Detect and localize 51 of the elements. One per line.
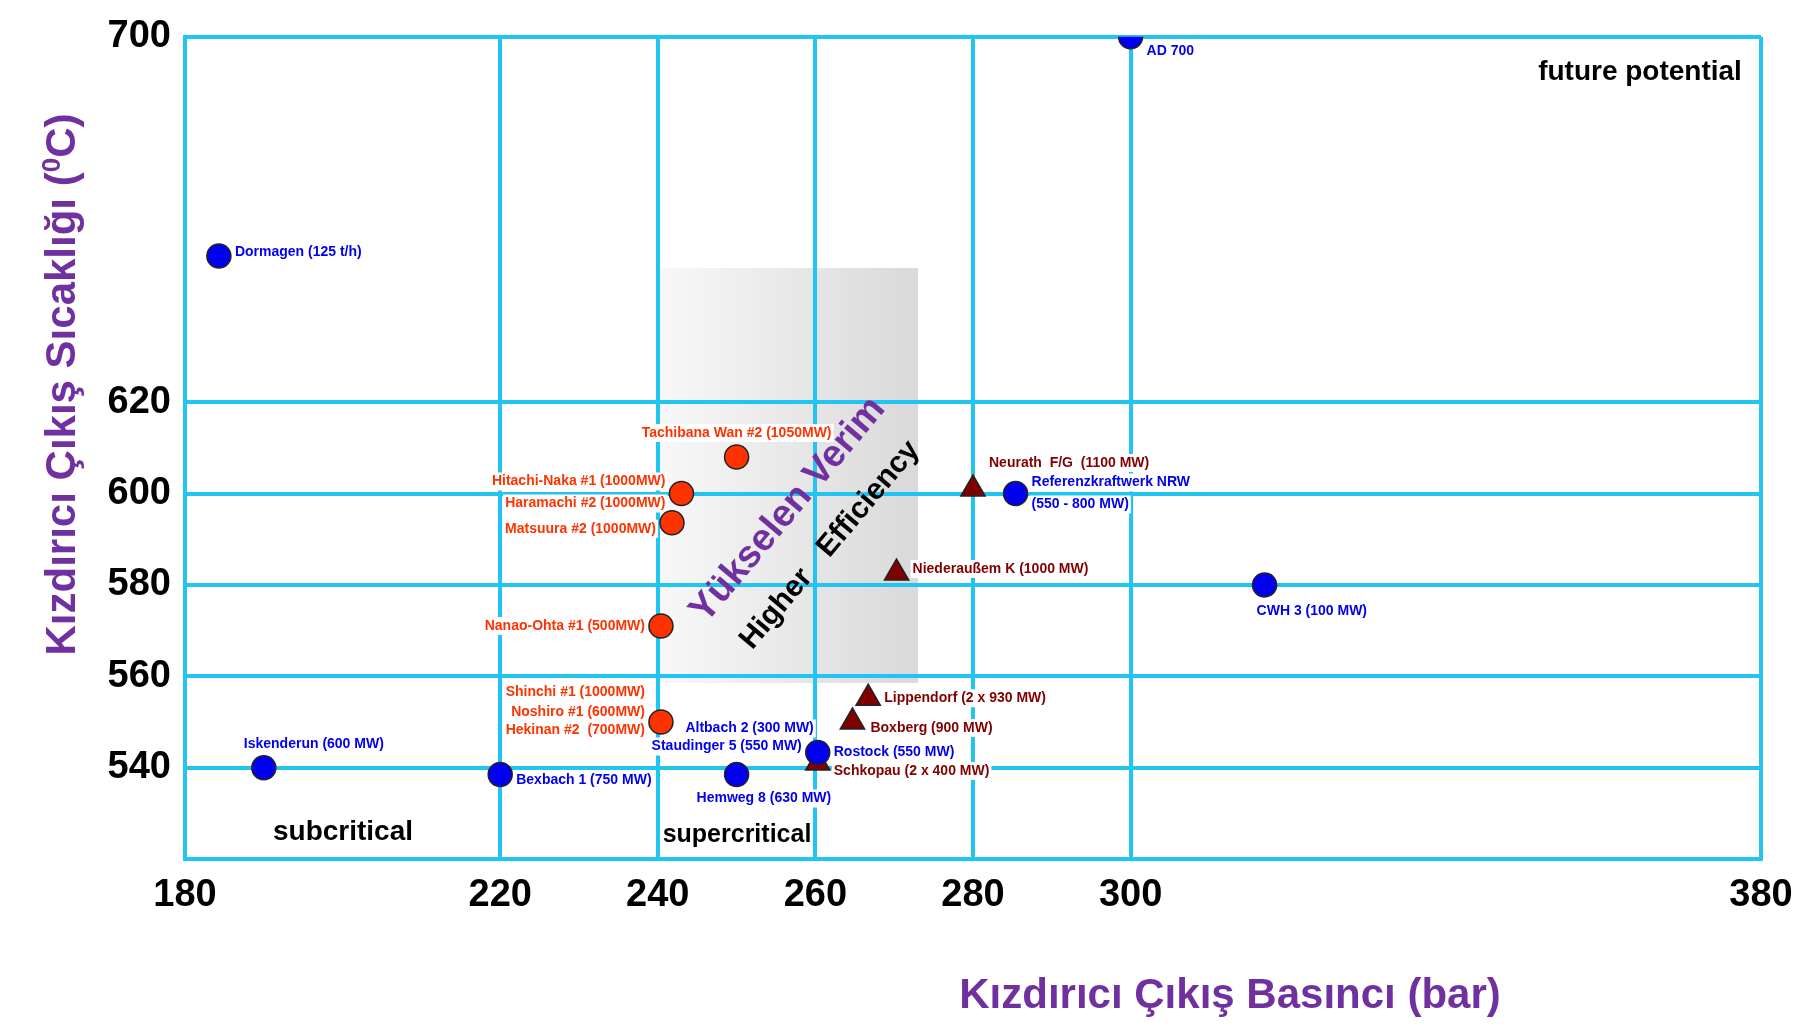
- annotation: Bexbach 1 (750 MW): [516, 771, 652, 788]
- annotation: Niederaußem K (1000 MW): [912, 559, 1089, 576]
- x-tick-label: 240: [626, 872, 690, 915]
- annotation: Nanao-Ohta #1 (500MW): [484, 616, 645, 633]
- y-tick-label: 560: [107, 652, 171, 695]
- annotation: Haramachi #2 (1000MW): [505, 494, 666, 511]
- annotation: Dormagen (125 t/h): [234, 242, 362, 259]
- annotation: subcritical: [272, 814, 414, 846]
- annotation: AD 700: [1146, 41, 1195, 58]
- x-axis-title: Kızdırıcı Çıkış Basıncı (bar): [958, 970, 1502, 1018]
- annotation: Hemweg 8 (630 MW): [696, 789, 832, 806]
- annotation: Rostock (550 MW): [833, 743, 955, 760]
- y-tick-label: 620: [107, 378, 171, 421]
- annotation: Staudinger 5 (550 MW): [651, 737, 802, 754]
- point: [1251, 572, 1278, 598]
- x-tick-label: 300: [1098, 872, 1163, 915]
- point: [805, 739, 831, 766]
- annotation: Neurath F/G (1100 MW): [989, 453, 1150, 470]
- x-tick-label: 220: [468, 872, 532, 915]
- annotation: (550 - 800 MW): [1031, 495, 1129, 512]
- annotation: future potential: [1538, 54, 1742, 86]
- annotation: Referenzkraftwerk NRW: [1031, 473, 1191, 490]
- annotation: Noshiro #1 (600MW): [511, 702, 645, 719]
- point: [723, 761, 750, 788]
- x-tick-label: 180: [153, 872, 217, 915]
- annotation: Lippendorf (2 x 930 MW): [884, 689, 1046, 706]
- x-tick-label: 260: [783, 872, 848, 915]
- annotation: Hekinan #2 (700MW): [505, 720, 645, 737]
- annotation: Iskenderun (600 MW): [243, 734, 384, 751]
- y-tick-label: 700: [107, 13, 171, 56]
- point: [206, 243, 232, 269]
- x-tick-label: 380: [1729, 872, 1793, 915]
- point: [1002, 480, 1029, 507]
- x-tick-label: 280: [941, 872, 1005, 915]
- point: [648, 709, 674, 735]
- annotation: Shinchi #1 (1000MW): [505, 682, 645, 699]
- annotation: Boxberg (900 MW): [870, 718, 993, 735]
- annotation: Matsuura #2 (1000MW): [505, 519, 656, 536]
- point: [659, 510, 685, 536]
- point: [487, 761, 513, 788]
- y-tick-label: 600: [107, 470, 171, 513]
- annotation: CWH 3 (100 MW): [1256, 601, 1368, 618]
- annotation: supercritical: [662, 818, 812, 847]
- annotation: Schkopau (2 x 400 MW): [833, 761, 990, 778]
- point: [251, 754, 277, 781]
- annotation: Hitachi-Naka #1 (1000MW): [491, 472, 666, 489]
- annotation: Altbach 2 (300 MW): [685, 719, 814, 736]
- point: [723, 444, 750, 470]
- y-tick-label: 580: [107, 561, 171, 604]
- point: [648, 613, 674, 639]
- y-tick-label: 540: [107, 744, 171, 787]
